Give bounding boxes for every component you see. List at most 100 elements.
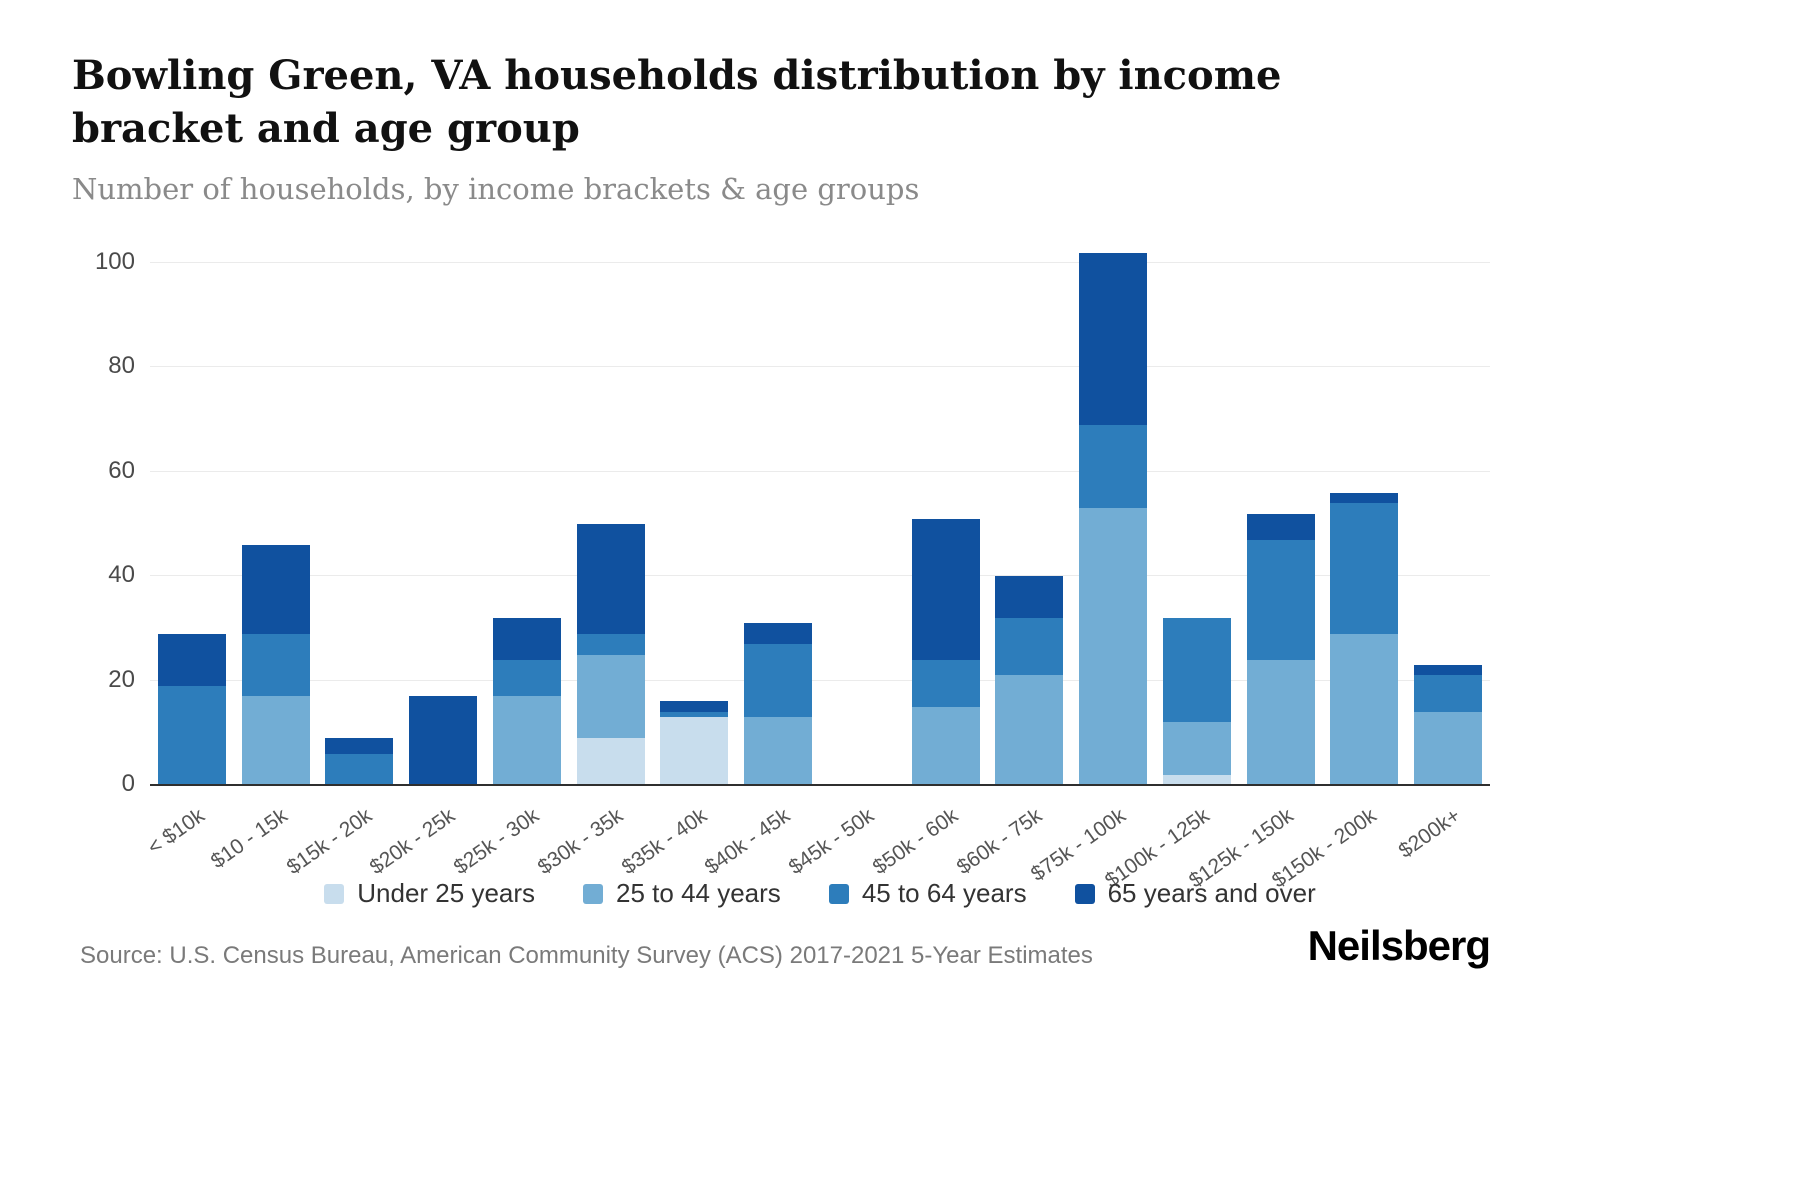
x-axis-slot: $30k - 35k xyxy=(534,794,653,890)
chart-subtitle: Number of households, by income brackets… xyxy=(72,172,920,206)
gridline xyxy=(150,366,1490,368)
bar-segment-65-years-and-over xyxy=(1330,492,1399,504)
bar-segment-45-to-64-years xyxy=(1162,617,1231,723)
bar-column xyxy=(736,623,820,785)
y-axis-tick-label: 60 xyxy=(108,456,135,484)
x-axis-slot: $60k - 75k xyxy=(952,794,1072,890)
bar-segment-25-to-44-years xyxy=(492,696,561,785)
x-axis-slot: $40k - 45k xyxy=(701,794,820,890)
bar-125k-150k xyxy=(1246,513,1315,785)
bar-200k xyxy=(1414,664,1483,785)
legend-swatch-icon xyxy=(828,883,849,904)
legend-swatch-icon xyxy=(324,883,345,904)
bar-segment-45-to-64-years xyxy=(1079,424,1148,509)
bar-segment-65-years-and-over xyxy=(911,518,980,660)
bar-25k-30k xyxy=(492,617,561,785)
bar-segment-25-to-44-years xyxy=(911,706,980,785)
bar-segment-65-years-and-over xyxy=(1246,513,1315,540)
legend-item-45-to-64-years: 45 to 64 years xyxy=(828,878,1027,909)
x-axis-tick-label: < $10k xyxy=(143,804,209,860)
bar-columns xyxy=(150,252,1490,785)
bar-column xyxy=(234,544,318,785)
bar-segment-45-to-64-years xyxy=(911,659,980,707)
bar-segment-25-to-44-years xyxy=(1246,659,1315,785)
bar-150k-200k xyxy=(1330,492,1399,785)
legend-label: Under 25 years xyxy=(357,878,536,908)
bar-40k-45k xyxy=(744,623,813,785)
legend-item-25-to-44-years: 25 to 44 years xyxy=(583,878,781,909)
bar-segment-under-25-years xyxy=(660,717,729,785)
bar-segment-65-years-and-over xyxy=(409,696,478,785)
bar-column xyxy=(988,576,1072,785)
bar-segment-65-years-and-over xyxy=(744,623,813,645)
x-axis-slot: $15k - 20k xyxy=(282,794,402,890)
bar-segment-25-to-44-years xyxy=(1330,633,1399,785)
bar-segment-under-25-years xyxy=(1162,774,1231,785)
bar-segment-45-to-64-years xyxy=(660,711,729,718)
source-text: Source: U.S. Census Bureau, American Com… xyxy=(80,942,1093,969)
bar-60k-75k xyxy=(995,576,1064,785)
bar-segment-45-to-64-years xyxy=(157,685,226,785)
bar-50k-60k xyxy=(911,518,980,785)
bar-column xyxy=(569,524,653,785)
bar-column xyxy=(1239,513,1323,785)
x-axis-labels: < $10k $10 - 15k $15k - 20k $20k - 25k $25k … xyxy=(143,794,1490,892)
neilsberg-logo: Neilsberg xyxy=(1307,922,1491,969)
bar-column xyxy=(150,633,234,785)
bar-segment-under-25-years xyxy=(576,738,645,785)
legend-swatch-icon xyxy=(583,883,604,904)
bar-segment-65-years-and-over xyxy=(241,544,310,634)
y-axis-tick-label: 80 xyxy=(108,352,135,380)
bar-segment-65-years-and-over xyxy=(157,633,226,686)
bar-segment-45-to-64-years xyxy=(995,617,1064,676)
x-axis-slot: $45k - 50k xyxy=(785,794,904,890)
bar-column xyxy=(904,518,988,785)
legend-item-65-years-and-over: 65 years and over xyxy=(1074,878,1316,909)
x-axis-slot: $200k+ xyxy=(1395,794,1490,890)
bar-30k-35k xyxy=(576,524,645,785)
x-axis-slot: < $10k xyxy=(143,794,234,890)
bar-segment-25-to-44-years xyxy=(241,696,310,785)
legend-label: 25 to 44 years xyxy=(616,878,781,908)
gridline xyxy=(150,575,1490,577)
bar-75k-100k xyxy=(1079,252,1148,785)
bar-segment-65-years-and-over xyxy=(1079,252,1148,425)
bar-column xyxy=(1155,617,1239,785)
page-title: Bowling Green, VA households distributio… xyxy=(72,52,1282,152)
bar-100k-125k xyxy=(1162,617,1231,785)
bar-segment-65-years-and-over xyxy=(492,617,561,660)
bar-column xyxy=(1323,492,1407,785)
bar-column xyxy=(318,738,402,785)
bar-15k-20k xyxy=(325,738,394,785)
y-axis-tick-label: 100 xyxy=(94,248,135,275)
bar-segment-45-to-64-years xyxy=(1414,675,1483,712)
x-axis-line xyxy=(150,784,1490,786)
bar-column xyxy=(653,701,737,785)
plot-area xyxy=(150,252,1490,786)
bar-segment-65-years-and-over xyxy=(325,738,394,754)
x-axis-slot: $10 - 15k xyxy=(207,794,318,890)
bar-segment-25-to-44-years xyxy=(576,654,645,739)
gridline xyxy=(150,679,1490,681)
bar-column xyxy=(485,617,569,785)
bar-segment-45-to-64-years xyxy=(1330,503,1399,634)
bar-segment-65-years-and-over xyxy=(995,576,1064,618)
x-axis-slot: $50k - 60k xyxy=(869,794,988,890)
bar-segment-25-to-44-years xyxy=(1079,508,1148,785)
bar-column xyxy=(1071,252,1155,785)
chart-legend: Under 25 years 25 to 44 years 45 to 64 yea… xyxy=(150,878,1490,909)
bar-segment-45-to-64-years xyxy=(492,659,561,697)
bar-segment-65-years-and-over xyxy=(1414,664,1483,676)
bar-segment-25-to-44-years xyxy=(995,675,1064,785)
legend-label: 45 to 64 years xyxy=(861,878,1027,908)
bar-segment-45-to-64-years xyxy=(241,633,310,697)
y-axis-tick-label: 40 xyxy=(108,561,135,589)
x-axis-slot: $20k - 25k xyxy=(366,794,485,890)
legend-label: 65 years and over xyxy=(1107,878,1316,908)
bar-segment-45-to-64-years xyxy=(576,633,645,655)
y-axis: 0 20 40 60 80 100 xyxy=(60,248,135,797)
bar-segment-45-to-64-years xyxy=(325,753,394,785)
bar-segment-25-to-44-years xyxy=(1414,711,1483,785)
x-axis-slot: $150k - 200k xyxy=(1268,794,1407,892)
